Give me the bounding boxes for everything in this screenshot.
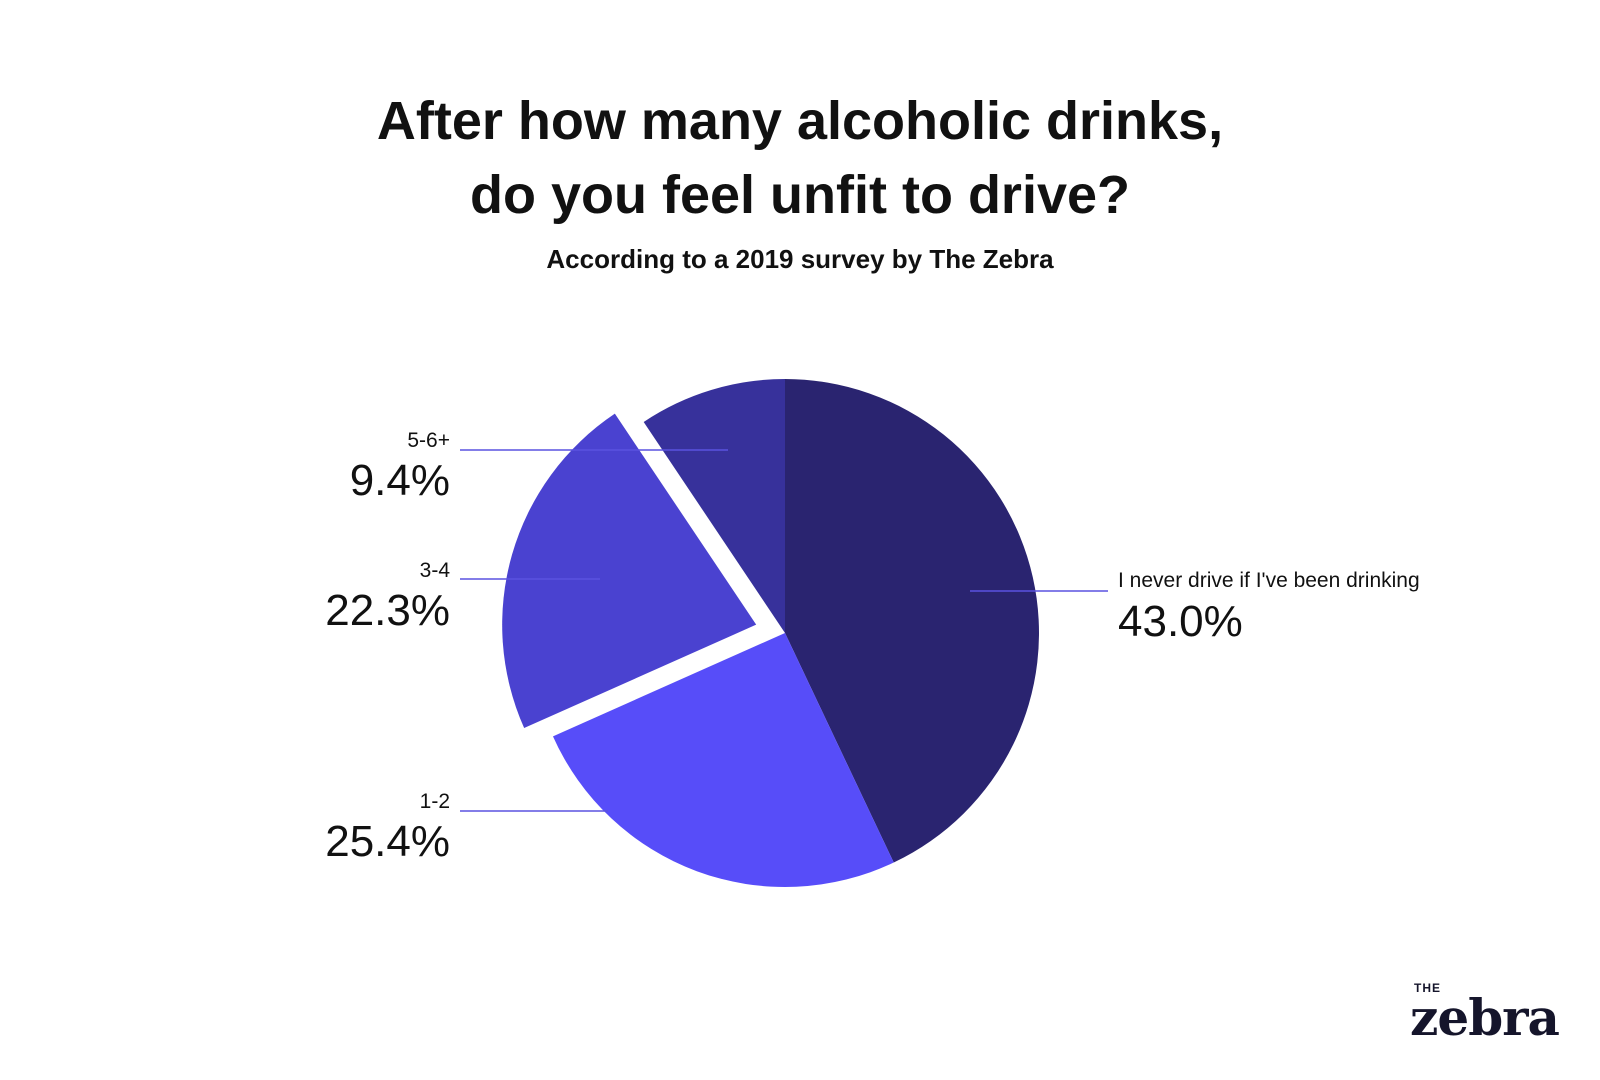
pie-slice-5-6: [643, 379, 785, 633]
chart-title: After how many alcoholic drinks, do you …: [300, 84, 1300, 232]
value-label-3-4: 22.3%: [325, 586, 450, 635]
value-label-5-6: 9.4%: [350, 456, 450, 505]
category-label-i-never-drive-if-i-ve-been-drinking: I never drive if I've been drinking: [1118, 569, 1420, 592]
pie-slice-1-2: [552, 633, 894, 887]
value-label-1-2: 25.4%: [325, 817, 450, 866]
pie-slice-3-4: [502, 413, 757, 729]
pie-slice-i-never-drive-if-i-ve-been-drinking: [785, 379, 1039, 863]
category-label-5-6: 5-6+: [407, 429, 450, 452]
value-label-i-never-drive-if-i-ve-been-drinking: 43.0%: [1118, 597, 1243, 646]
zebra-logo: THE zebra: [1410, 981, 1560, 1047]
chart-title-line-2: do you feel unfit to drive?: [470, 165, 1130, 225]
logo-zebra-text: zebra: [1410, 988, 1560, 1047]
pie-slices: [502, 379, 1039, 887]
logo-the-text: THE: [1414, 981, 1441, 995]
category-label-1-2: 1-2: [420, 790, 450, 813]
chart-title-line-1: After how many alcoholic drinks,: [376, 91, 1224, 151]
chart-subtitle: According to a 2019 survey by The Zebra: [546, 244, 1054, 274]
category-label-3-4: 3-4: [420, 559, 451, 582]
